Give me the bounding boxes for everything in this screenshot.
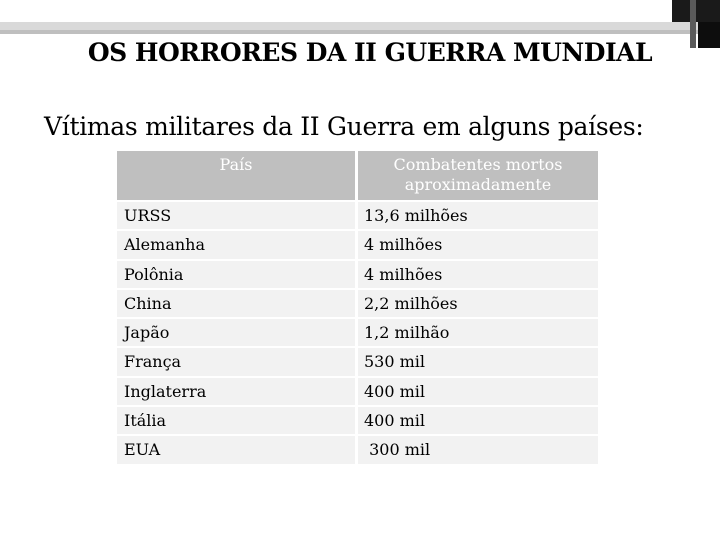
casualties-table: País Combatentes mortos aproximadamente …	[117, 151, 598, 466]
cell-country: China	[117, 289, 358, 320]
cell-deaths: 4 milhões	[358, 260, 598, 290]
slide-subtitle: Vítimas militares da II Guerra em alguns…	[44, 112, 644, 141]
table-body: URSS 13,6 milhões Alemanha 4 milhões Polônia…	[117, 202, 598, 466]
table-row: Alemanha 4 milhões	[117, 231, 598, 261]
cell-deaths: 300 mil	[358, 436, 598, 466]
table-row: Itália 400 mil	[117, 407, 598, 437]
table-row: URSS 13,6 milhões	[117, 202, 598, 232]
table-row: China 2,2 milhões	[117, 289, 598, 320]
cell-deaths: 530 mil	[358, 348, 598, 378]
cell-deaths: 2,2 milhões	[358, 289, 598, 320]
table-row: Polônia 4 milhões	[117, 260, 598, 290]
header-deaths-line1: Combatentes mortos	[393, 155, 563, 174]
table-row: França 530 mil	[117, 348, 598, 378]
cell-country: França	[117, 348, 358, 378]
top-bar-light	[0, 22, 705, 30]
header-deaths-line2: aproximadamente	[404, 175, 552, 194]
cell-deaths: 4 milhões	[358, 231, 598, 261]
slide-title: OS HORRORES DA II GUERRA MUNDIAL	[87, 38, 653, 67]
cell-deaths: 13,6 milhões	[358, 202, 598, 232]
cell-country: EUA	[117, 436, 358, 466]
table-row: Inglaterra 400 mil	[117, 377, 598, 408]
header-country: País	[117, 151, 358, 202]
corner-bar-dark-lower	[698, 22, 720, 48]
table-header: País Combatentes mortos aproximadamente	[117, 151, 598, 202]
table-row: Japão 1,2 milhão	[117, 319, 598, 349]
cell-country: Itália	[117, 407, 358, 437]
corner-bar-dark	[672, 0, 720, 22]
cell-deaths: 400 mil	[358, 407, 598, 437]
cell-country: Polônia	[117, 260, 358, 290]
cell-deaths: 1,2 milhão	[358, 319, 598, 349]
cell-country: Japão	[117, 319, 358, 349]
corner-bar-stripe	[690, 0, 696, 48]
table-row: EUA 300 mil	[117, 436, 598, 466]
cell-deaths: 400 mil	[358, 377, 598, 408]
cell-country: URSS	[117, 202, 358, 232]
header-deaths: Combatentes mortos aproximadamente	[358, 151, 598, 202]
cell-country: Alemanha	[117, 231, 358, 261]
cell-country: Inglaterra	[117, 377, 358, 408]
top-bar-shadow	[0, 30, 700, 34]
